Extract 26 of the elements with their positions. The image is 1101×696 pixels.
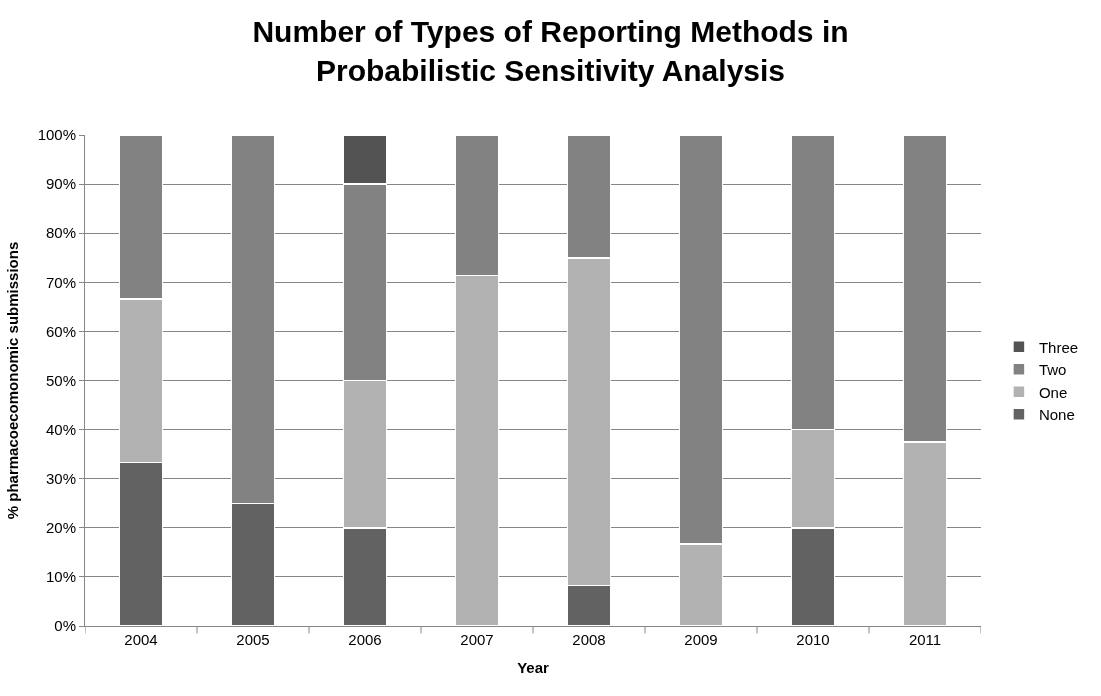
legend-label: Two	[1038, 361, 1067, 379]
y-tick-label: 90%	[45, 175, 76, 193]
x-tick-label: 2011	[908, 631, 942, 648]
x-tick-label: 2010	[796, 631, 830, 648]
chart-title: Number of Types of Reporting Methods in Probabilistic Sensitivity Analysis	[252, 14, 849, 87]
legend-label: None	[1038, 406, 1075, 424]
y-tick-label: 30%	[45, 469, 76, 487]
y-tick-label: 0%	[54, 617, 76, 635]
y-axis-title: % pharmacoecomonomic submissions	[3, 241, 21, 520]
x-tick-label: 2008	[572, 631, 606, 648]
legend-label: One	[1038, 383, 1068, 401]
x-tick-label: 2005	[236, 631, 270, 648]
x-axis-title: Year	[517, 659, 550, 676]
y-tick-label: 100%	[37, 126, 76, 144]
y-tick-label: 40%	[45, 420, 76, 438]
x-tick-label: 2004	[124, 631, 158, 648]
y-tick-label: 60%	[45, 322, 76, 340]
y-tick-label: 80%	[45, 224, 76, 242]
y-tick-label: 20%	[45, 519, 76, 537]
x-tick-label: 2006	[348, 631, 382, 648]
y-tick-label: 50%	[45, 371, 76, 389]
y-tick-label: 10%	[45, 568, 76, 586]
legend-label: Three	[1038, 338, 1079, 356]
x-tick-label: 2009	[684, 631, 718, 648]
y-tick-label: 70%	[45, 273, 76, 291]
x-tick-label: 2007	[460, 631, 494, 648]
